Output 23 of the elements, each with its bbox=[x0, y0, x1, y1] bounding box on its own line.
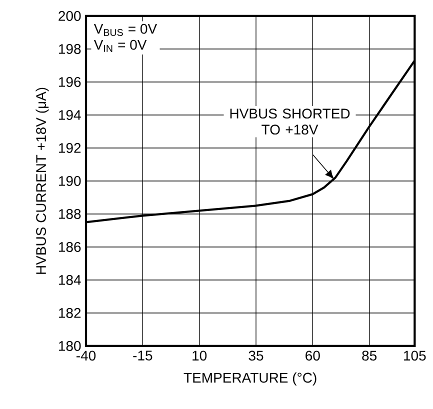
y-tick-label: 194 bbox=[59, 110, 81, 120]
y-tick-label: 184 bbox=[59, 275, 81, 285]
y-axis-title: HVBUS CURRENT +18V (μA) bbox=[36, 88, 49, 274]
y-tick-label: 180 bbox=[59, 341, 81, 351]
x-tick-label: 105 bbox=[404, 350, 426, 361]
x-tick-label: 60 bbox=[306, 350, 320, 361]
y-tick-label: 188 bbox=[59, 209, 81, 219]
y-tick-label: 198 bbox=[59, 44, 81, 54]
x-tick-label: -15 bbox=[133, 350, 152, 360]
annotation: V$_{BUS}$ = 0V bbox=[94, 24, 158, 36]
x-tick-label: 10 bbox=[192, 350, 207, 361]
y-tick-label: 186 bbox=[59, 242, 81, 252]
y-tick-label: 196 bbox=[59, 77, 81, 87]
y-tick-label: 192 bbox=[59, 143, 81, 153]
y-tick-label: 182 bbox=[59, 308, 81, 318]
x-tick-label: 35 bbox=[248, 350, 264, 361]
y-tick-label: 190 bbox=[59, 176, 81, 186]
annotation: HVBUS SHORTED TO +18V bbox=[230, 108, 350, 135]
x-tick-label: -40 bbox=[76, 350, 96, 361]
x-axis-title: TEMPERATURE (°C) bbox=[184, 372, 316, 386]
annotation: V$_{IN}$ = 0V bbox=[94, 40, 147, 52]
x-tick-label: 85 bbox=[362, 350, 377, 361]
y-tick-label: 200 bbox=[58, 11, 81, 21]
